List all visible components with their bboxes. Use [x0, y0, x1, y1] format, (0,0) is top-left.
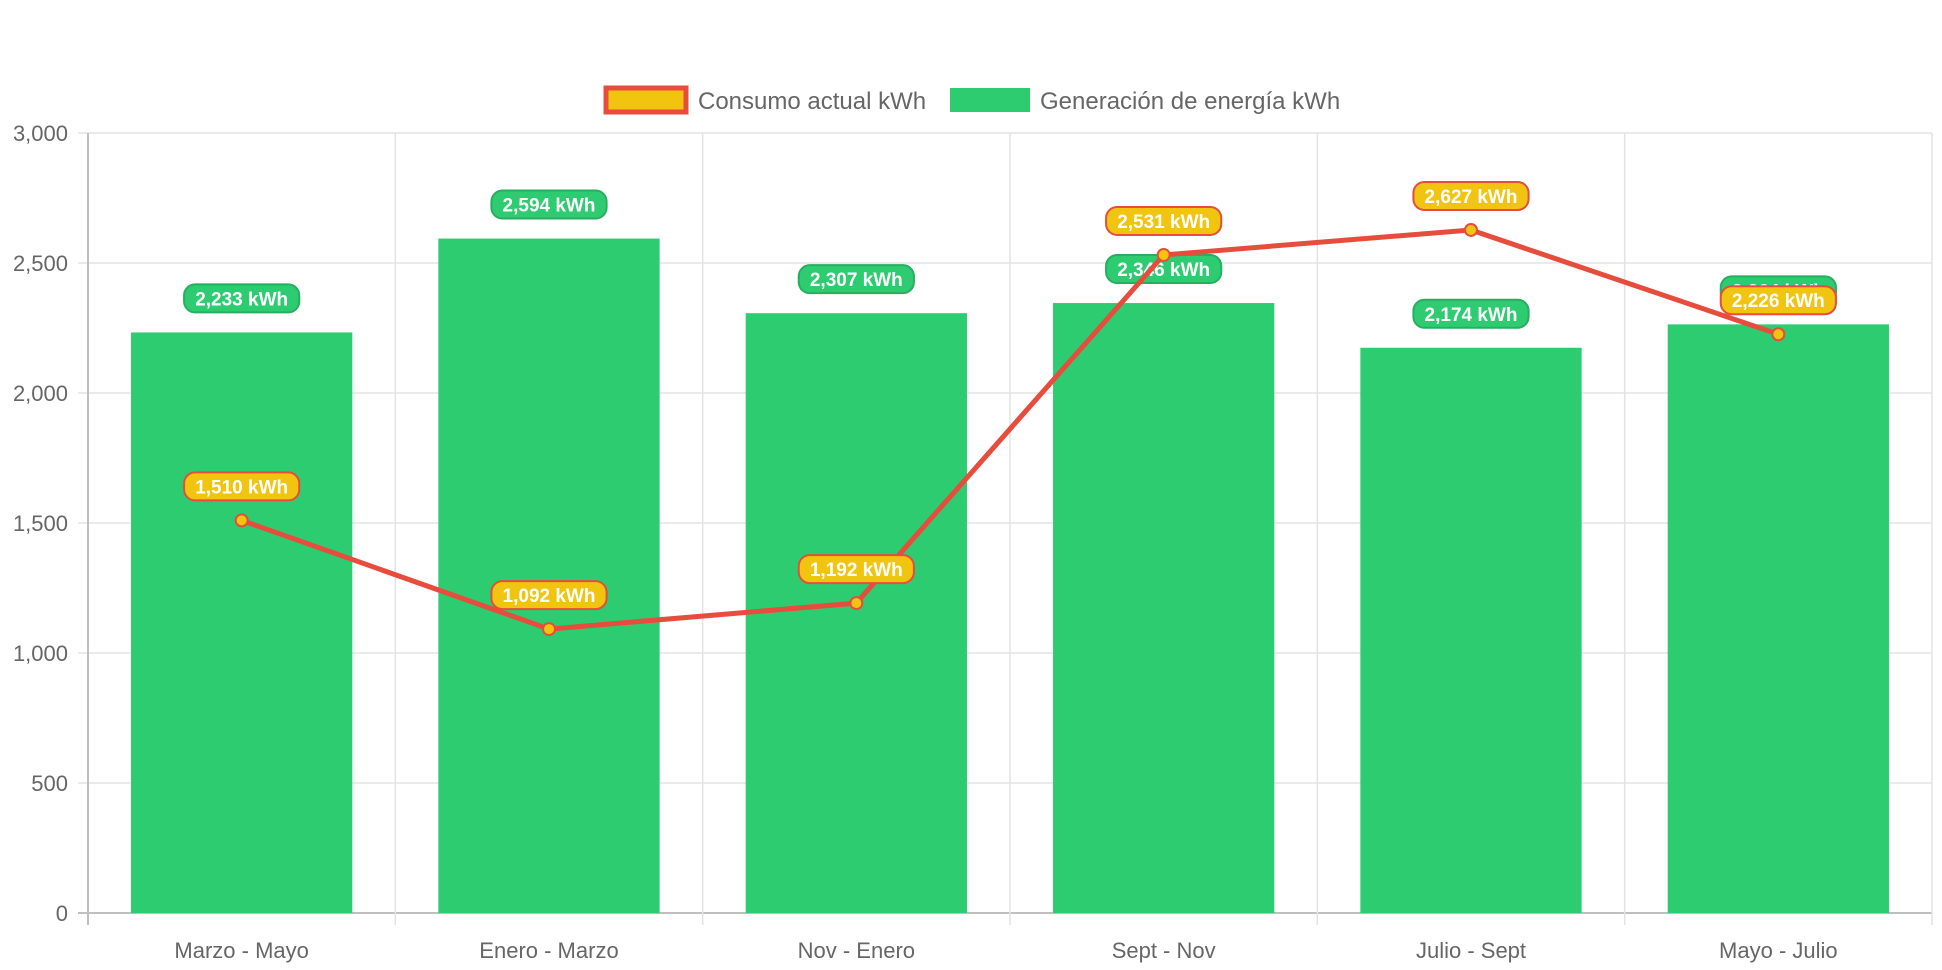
- bar-data-label: 2,174 kWh: [1425, 305, 1518, 326]
- line-data-label-bg: [1105, 205, 1223, 236]
- bar: [438, 238, 660, 913]
- legend-label-consumo: Consumo actual kWh: [698, 88, 926, 115]
- y-tick-label: 2,500: [13, 251, 68, 276]
- line-point: [1771, 327, 1786, 342]
- bar-data-label-bg: [490, 189, 608, 220]
- line-point: [1156, 247, 1171, 262]
- line-point: [849, 596, 864, 611]
- bar: [1053, 303, 1275, 913]
- line-point: [234, 513, 249, 528]
- legend-swatch-consumo: [603, 85, 689, 115]
- legend-label-generacion: Generación de energía kWh: [1040, 88, 1340, 115]
- y-tick-label: 0: [56, 901, 68, 926]
- bar-data-label-bg: [1412, 298, 1530, 329]
- x-tick-label: Nov - Enero: [798, 938, 915, 963]
- x-tick-label: Enero - Marzo: [479, 938, 618, 963]
- bar: [1667, 324, 1889, 913]
- line-point: [1464, 222, 1478, 237]
- y-tick-label: 3,000: [13, 121, 68, 146]
- line-data-label: 2,531 kWh: [1117, 212, 1210, 233]
- bar-data-label-bg: [183, 283, 301, 314]
- line-series: [240, 227, 1780, 632]
- x-tick-label: Sept - Nov: [1112, 938, 1216, 963]
- line-data-label: 2,627 kWh: [1425, 187, 1518, 208]
- bar-data-label: 2,233 kWh: [195, 289, 288, 310]
- x-tick-label: Marzo - Mayo: [174, 938, 308, 963]
- line-data-label: 1,092 kWh: [503, 586, 596, 607]
- y-tick-label: 1,000: [13, 641, 68, 666]
- bar: [745, 313, 967, 913]
- line-data-label-bg: [1719, 285, 1837, 316]
- x-tick-label: Julio - Sept: [1416, 938, 1526, 963]
- bar: [1360, 347, 1582, 913]
- bar-data-label-bg: [797, 264, 915, 295]
- x-tick-label: Mayo - Julio: [1719, 938, 1838, 963]
- bar-data-label: 2,307 kWh: [810, 270, 903, 291]
- line-data-label-bg: [490, 580, 608, 611]
- bar-data-label: 2,594 kWh: [503, 196, 596, 217]
- y-tick-label: 500: [31, 771, 68, 796]
- line-data-label-bg: [797, 554, 915, 585]
- line-data-label-bg: [1412, 180, 1530, 211]
- line-data-label-bg: [183, 471, 301, 502]
- line-data-label: 1,510 kWh: [195, 477, 288, 498]
- line-point: [542, 622, 556, 637]
- line-data-label: 2,226 kWh: [1732, 291, 1825, 312]
- bar-data-label: 2,346 kWh: [1117, 260, 1210, 281]
- y-tick-label: 1,500: [13, 511, 68, 536]
- legend-swatch-generacion: [950, 88, 1030, 112]
- y-tick-label: 2,000: [13, 381, 68, 406]
- bar: [131, 332, 353, 913]
- line-data-label: 1,192 kWh: [810, 560, 903, 581]
